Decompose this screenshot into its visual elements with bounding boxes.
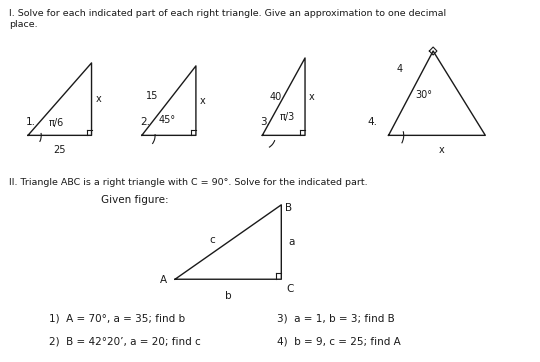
Text: c: c bbox=[209, 235, 215, 245]
Text: b: b bbox=[225, 291, 232, 301]
Text: 2)  B = 42°20’, a = 20; find c: 2) B = 42°20’, a = 20; find c bbox=[49, 337, 200, 347]
Text: x: x bbox=[439, 145, 444, 155]
Text: 1.: 1. bbox=[26, 118, 36, 127]
Text: 2.: 2. bbox=[140, 118, 150, 127]
Text: 25: 25 bbox=[53, 145, 65, 155]
Text: II. Triangle ABC is a right triangle with C = 90°. Solve for the indicated part.: II. Triangle ABC is a right triangle wit… bbox=[9, 178, 368, 187]
Text: 4: 4 bbox=[396, 64, 402, 74]
Text: 40: 40 bbox=[270, 92, 282, 102]
Text: x: x bbox=[200, 96, 205, 106]
Text: 3.: 3. bbox=[260, 118, 271, 127]
Text: B: B bbox=[285, 203, 292, 213]
Text: π/3: π/3 bbox=[279, 113, 295, 122]
Text: 4.: 4. bbox=[368, 118, 377, 127]
Text: x: x bbox=[96, 94, 101, 104]
Text: 45°: 45° bbox=[159, 115, 176, 126]
Text: 30°: 30° bbox=[415, 90, 432, 100]
Text: x: x bbox=[309, 92, 315, 102]
Text: 15: 15 bbox=[146, 90, 158, 101]
Text: I. Solve for each indicated part of each right triangle. Give an approximation t: I. Solve for each indicated part of each… bbox=[9, 9, 446, 29]
Text: 1)  A = 70°, a = 35; find b: 1) A = 70°, a = 35; find b bbox=[49, 314, 185, 324]
Text: a: a bbox=[288, 236, 294, 247]
Text: 3)  a = 1, b = 3; find B: 3) a = 1, b = 3; find B bbox=[276, 314, 394, 324]
Text: π/6: π/6 bbox=[49, 118, 64, 129]
Text: Given figure:: Given figure: bbox=[101, 195, 168, 205]
Text: 4)  b = 9, c = 25; find A: 4) b = 9, c = 25; find A bbox=[276, 337, 400, 347]
Text: C: C bbox=[286, 284, 293, 294]
Text: A: A bbox=[160, 275, 167, 285]
